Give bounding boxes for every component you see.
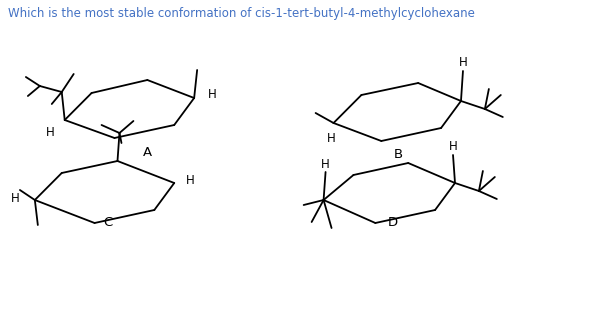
Text: H: H <box>186 175 194 187</box>
Text: H: H <box>10 192 19 204</box>
Text: B: B <box>394 148 403 162</box>
Text: D: D <box>388 215 398 228</box>
Text: H: H <box>449 141 458 153</box>
Text: H: H <box>327 132 336 146</box>
Text: H: H <box>208 89 217 101</box>
Text: H: H <box>459 57 467 69</box>
Text: H: H <box>321 157 330 171</box>
Text: C: C <box>103 215 112 228</box>
Text: H: H <box>46 126 54 138</box>
Text: A: A <box>143 146 152 160</box>
Text: Which is the most stable conformation of cis-1-tert-butyl-4-methylcyclohexane: Which is the most stable conformation of… <box>8 7 475 20</box>
